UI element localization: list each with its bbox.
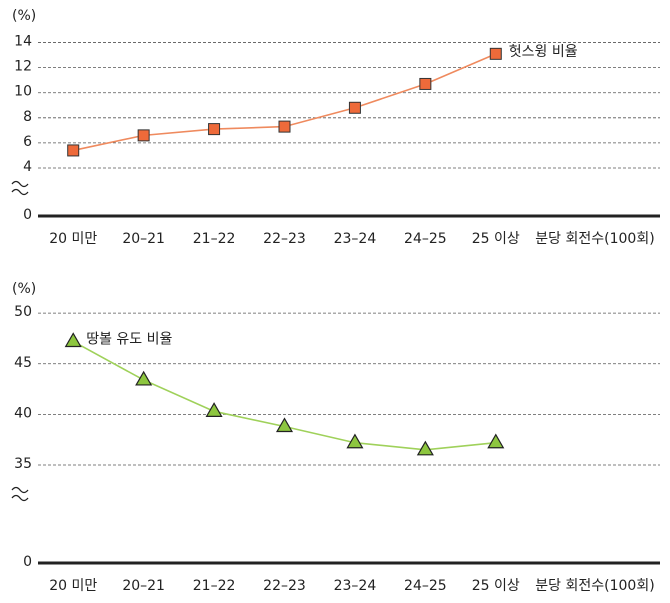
marker	[487, 433, 505, 449]
x-tick-label: 21–22	[193, 231, 236, 247]
x-tick-label: 25 이상	[472, 231, 520, 247]
legend-label: 헛스윙 비율	[509, 44, 578, 60]
x-tick-label: 20 미만	[49, 231, 97, 247]
y-tick-label: 50	[14, 304, 32, 320]
marker	[135, 370, 153, 386]
axis-break	[11, 180, 29, 188]
y-tick-label: 4	[23, 159, 32, 175]
y-tick-label: 0	[23, 207, 32, 223]
x-tick-label: 25 이상	[472, 578, 520, 594]
marker	[419, 77, 432, 90]
axis-break	[11, 494, 29, 502]
y-tick-label: 0	[23, 554, 32, 570]
x-tick-label: 20 미만	[49, 578, 97, 594]
marker	[137, 129, 150, 142]
series-line	[73, 53, 497, 152]
y-axis-label: (%)	[12, 281, 36, 297]
y-tick-label: 6	[23, 134, 32, 150]
y-tick-label: 40	[14, 405, 32, 421]
y-tick-label: 8	[23, 109, 32, 125]
legend-label: 땅볼 유도 비율	[86, 331, 172, 347]
axis-break	[11, 188, 29, 196]
y-axis-label: (%)	[12, 8, 36, 24]
x-tick-label: 24–25	[404, 231, 447, 247]
marker	[208, 123, 221, 136]
x-tick-label: 20–21	[122, 231, 165, 247]
marker	[416, 440, 434, 456]
marker	[275, 417, 294, 433]
y-tick-label: 10	[14, 84, 32, 100]
x-tick-label: 22–23	[263, 231, 306, 247]
marker	[67, 144, 80, 157]
series-line	[72, 340, 496, 451]
marker	[278, 120, 291, 133]
x-tick-label: 24–25	[404, 578, 447, 594]
x-tick-label: 22–23	[263, 578, 306, 594]
marker	[348, 101, 361, 114]
y-tick-label: 12	[14, 59, 32, 75]
marker	[346, 433, 364, 449]
y-tick-label: 35	[14, 456, 32, 472]
marker	[205, 402, 223, 417]
x-tick-label: 23–24	[334, 578, 377, 594]
x-tick-label: 21–22	[193, 578, 236, 594]
x-axis-label: 분당 회전수(100회)	[535, 578, 654, 594]
x-tick-label: 20–21	[122, 578, 165, 594]
marker	[489, 47, 502, 60]
y-tick-label: 45	[14, 355, 32, 371]
y-tick-label: 14	[14, 34, 32, 50]
x-tick-label: 23–24	[334, 231, 377, 247]
x-axis-label: 분당 회전수(100회)	[535, 231, 654, 247]
axis-break	[11, 486, 29, 494]
marker	[64, 332, 82, 348]
